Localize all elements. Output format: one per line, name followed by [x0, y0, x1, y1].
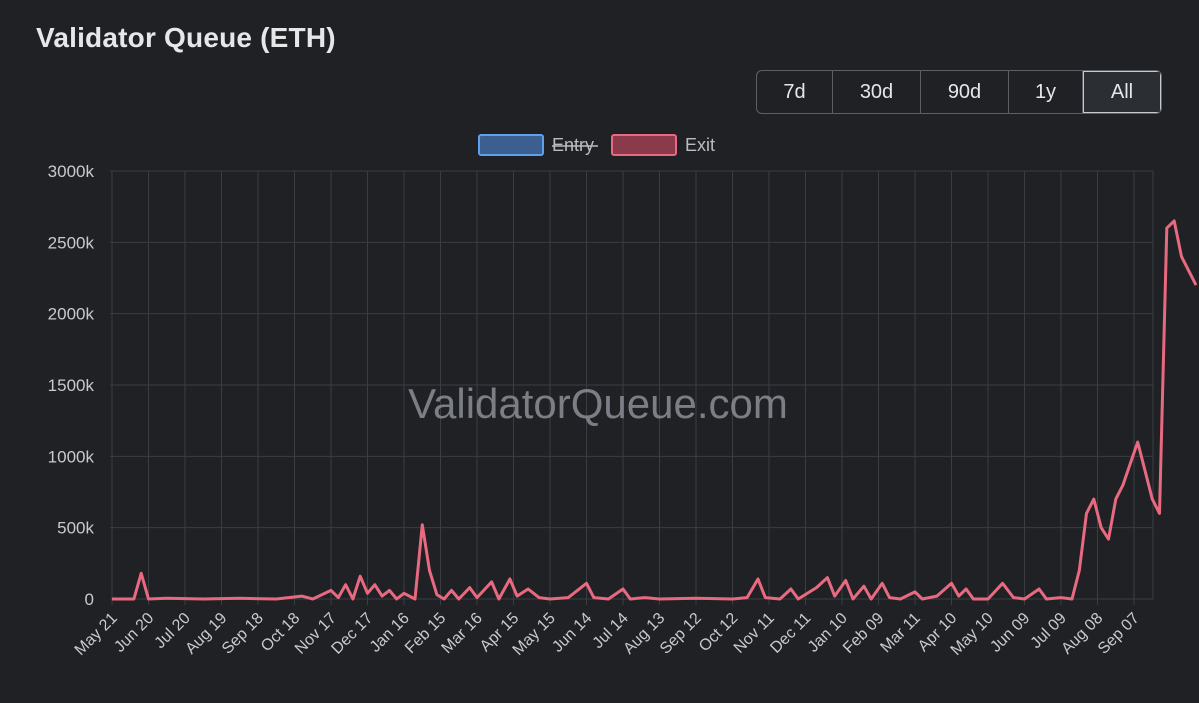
x-tick-label: Apr 10: [915, 610, 960, 655]
x-tick-label: Sep 07: [1095, 610, 1143, 658]
legend-label-exit[interactable]: Exit: [685, 135, 715, 155]
legend-swatch-entry[interactable]: [478, 134, 544, 156]
x-tick-label: Jul 20: [152, 610, 194, 652]
x-tick-label: Aug 19: [182, 610, 230, 658]
x-tick-label: Nov 17: [292, 610, 340, 658]
y-axis-ticks: 0 500k 1000k 1500k 2000k 2500k 3000k: [48, 162, 95, 609]
chart-grid: [110, 170, 1154, 605]
x-tick-label: Jan 16: [367, 610, 413, 656]
x-tick-label: Jun 20: [111, 610, 157, 656]
x-tick-label: May 15: [510, 610, 559, 659]
series-line-exit: [112, 219, 1198, 601]
chart-legend: Entry Exit: [478, 134, 715, 156]
watermark-text: ValidatorQueue.com: [408, 380, 788, 427]
x-tick-label: Sep 18: [219, 610, 267, 658]
y-tick-label: 1500k: [48, 376, 95, 395]
y-tick-label: 1000k: [48, 447, 95, 466]
range-button-1y[interactable]: 1y: [1009, 71, 1083, 113]
y-tick-label: 2500k: [48, 233, 95, 252]
range-button-90d[interactable]: 90d: [921, 71, 1009, 113]
x-tick-label: Aug 13: [620, 610, 668, 658]
legend-swatch-exit[interactable]: [611, 134, 677, 156]
range-button-7d[interactable]: 7d: [757, 71, 833, 113]
x-tick-label: Dec 17: [328, 610, 376, 658]
x-tick-label: Feb 15: [402, 610, 449, 657]
y-tick-label: 2000k: [48, 305, 95, 324]
x-tick-label: Jul 14: [590, 610, 632, 652]
x-tick-label: Feb 09: [840, 610, 887, 657]
x-tick-label: Dec 11: [767, 610, 814, 657]
legend-label-entry[interactable]: Entry: [552, 135, 594, 155]
y-tick-label: 0: [85, 590, 94, 609]
x-tick-label: Mar 16: [439, 610, 486, 657]
x-tick-label: Oct 18: [258, 610, 303, 655]
x-tick-label: Sep 12: [657, 610, 705, 658]
x-tick-label: May 10: [948, 610, 997, 659]
x-tick-label: Jul 09: [1028, 610, 1070, 652]
x-tick-label: May 21: [72, 610, 121, 659]
x-tick-label: Mar 11: [877, 610, 923, 656]
x-tick-label: Jan 10: [805, 610, 851, 656]
x-tick-label: Apr 15: [477, 610, 522, 655]
y-tick-label: 500k: [57, 519, 94, 538]
range-button-all[interactable]: All: [1083, 71, 1161, 113]
x-tick-label: Aug 08: [1058, 610, 1106, 658]
y-tick-label: 3000k: [48, 162, 95, 181]
range-button-30d[interactable]: 30d: [833, 71, 921, 113]
x-tick-label: Jun 09: [987, 610, 1033, 656]
x-tick-label: Nov 11: [731, 610, 778, 657]
x-tick-label: Oct 12: [696, 610, 741, 655]
x-tick-label: Jun 14: [549, 610, 595, 656]
page-title: Validator Queue (ETH): [36, 22, 336, 53]
range-selector: 7d 30d 90d 1y All: [756, 70, 1162, 114]
